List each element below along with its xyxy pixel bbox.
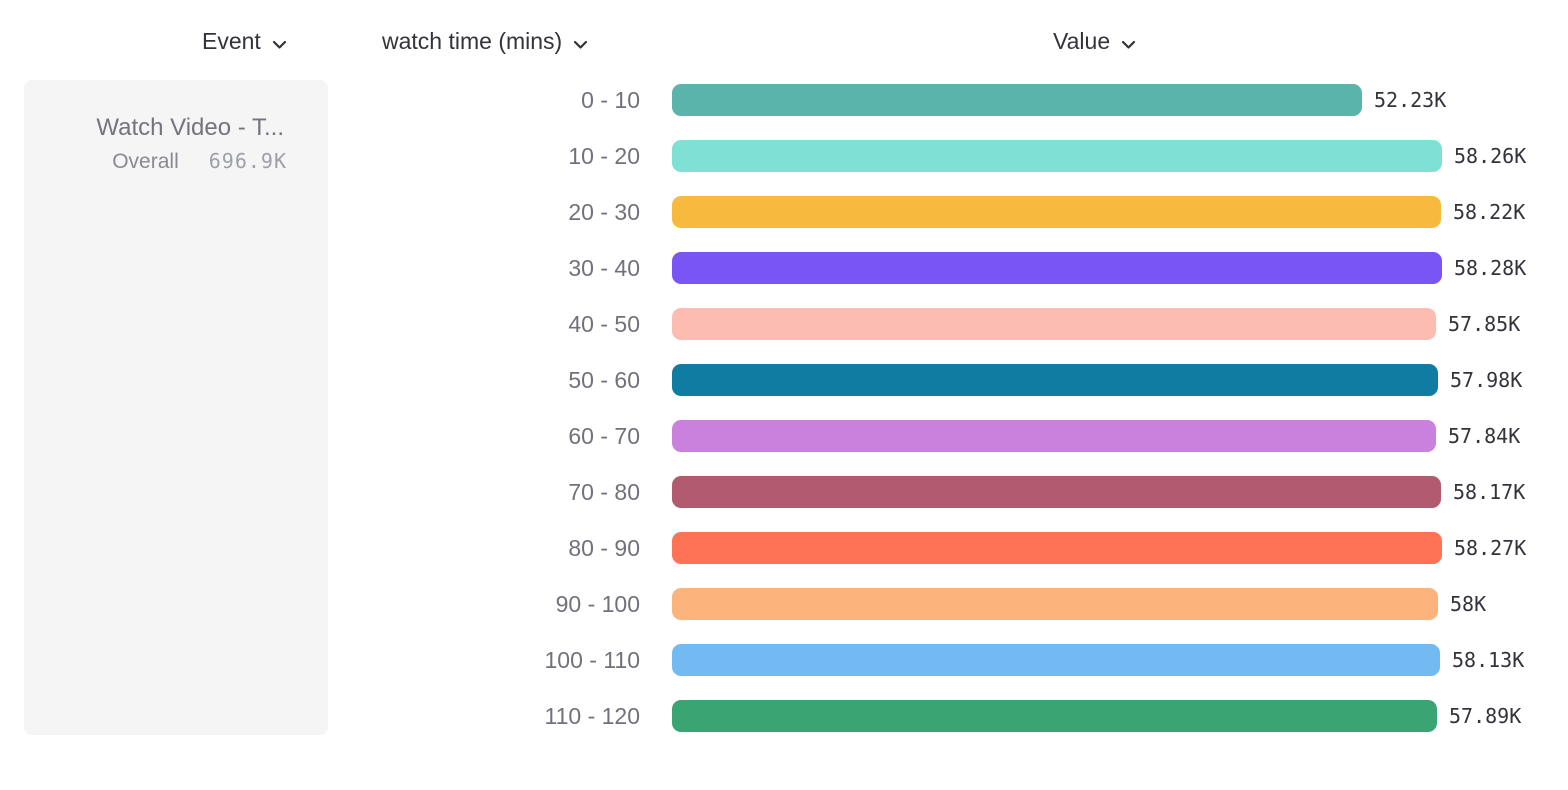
chevron-down-icon	[272, 29, 287, 56]
chart-row: 20 - 30 58.22K	[0, 184, 1568, 240]
value-column-label: Value	[1053, 27, 1111, 54]
legend-event-name: Watch Video - T...	[96, 114, 284, 141]
value-label: 52.23K	[1374, 88, 1447, 112]
chart-row: 80 - 90 58.27K	[0, 520, 1568, 576]
category-label: 30 - 40	[568, 254, 640, 281]
chart-row: 60 - 70 57.84K	[0, 408, 1568, 464]
event-column-dropdown[interactable]: Event	[202, 26, 287, 56]
event-column-label: Event	[202, 27, 261, 54]
value-label: 58.28K	[1454, 256, 1527, 280]
value-bar[interactable]	[672, 476, 1441, 508]
value-bar[interactable]	[672, 252, 1442, 284]
category-label: 60 - 70	[568, 422, 640, 449]
value-bar[interactable]	[672, 644, 1440, 676]
category-label: 110 - 120	[544, 702, 640, 729]
breakdown-column-dropdown[interactable]: watch time (mins)	[382, 26, 588, 56]
category-label: 50 - 60	[568, 366, 640, 393]
category-label: 0 - 10	[581, 86, 640, 113]
value-label: 57.98K	[1450, 368, 1523, 392]
bar-rows: 0 - 10 52.23K 10 - 20 58.26K 20 - 30 58.22K 30…	[0, 72, 1568, 744]
value-bar[interactable]	[672, 140, 1442, 172]
value-bar[interactable]	[672, 532, 1442, 564]
chevron-down-icon	[573, 29, 588, 56]
category-label: 70 - 80	[568, 478, 640, 505]
chart-row: 50 - 60 57.98K	[0, 352, 1568, 408]
breakdown-column-label: watch time (mins)	[382, 27, 563, 54]
chart-row: 110 - 120 57.89K	[0, 688, 1568, 744]
value-bar[interactable]	[672, 420, 1436, 452]
chart-row: 30 - 40 58.28K	[0, 240, 1568, 296]
value-label: 58.27K	[1454, 536, 1527, 560]
value-bar[interactable]	[672, 84, 1362, 116]
value-label: 58K	[1450, 592, 1487, 616]
chart-row: 40 - 50 57.85K	[0, 296, 1568, 352]
legend-overall-label: Overall	[112, 150, 179, 173]
category-label: 10 - 20	[568, 142, 640, 169]
chart-row: 100 - 110 58.13K	[0, 632, 1568, 688]
legend-overall-value: 696.9K	[208, 149, 287, 173]
chart-row: 10 - 20 58.26K	[0, 128, 1568, 184]
value-label: 57.85K	[1448, 312, 1521, 336]
category-label: 100 - 110	[544, 646, 640, 673]
value-column-dropdown[interactable]: Value	[1053, 26, 1136, 56]
chart-row: 90 - 100 58K	[0, 576, 1568, 632]
value-label: 58.26K	[1454, 144, 1527, 168]
value-bar[interactable]	[672, 700, 1437, 732]
category-label: 20 - 30	[568, 198, 640, 225]
value-label: 58.22K	[1453, 200, 1526, 224]
value-label: 58.13K	[1452, 648, 1525, 672]
value-label: 58.17K	[1453, 480, 1526, 504]
value-bar[interactable]	[672, 196, 1441, 228]
legend-overall-row: Overall 696.9K	[24, 149, 287, 174]
chart-row: 0 - 10 52.23K	[0, 72, 1568, 128]
value-bar[interactable]	[672, 364, 1438, 396]
value-label: 57.89K	[1449, 704, 1522, 728]
legend-panel[interactable]: Watch Video - T... Overall 696.9K	[24, 80, 328, 735]
chart-row: 70 - 80 58.17K	[0, 464, 1568, 520]
category-label: 80 - 90	[568, 534, 640, 561]
value-bar[interactable]	[672, 308, 1436, 340]
value-label: 57.84K	[1448, 424, 1521, 448]
chevron-down-icon	[1121, 29, 1136, 56]
value-bar[interactable]	[672, 588, 1438, 620]
category-label: 90 - 100	[555, 590, 640, 617]
category-label: 40 - 50	[568, 310, 640, 337]
